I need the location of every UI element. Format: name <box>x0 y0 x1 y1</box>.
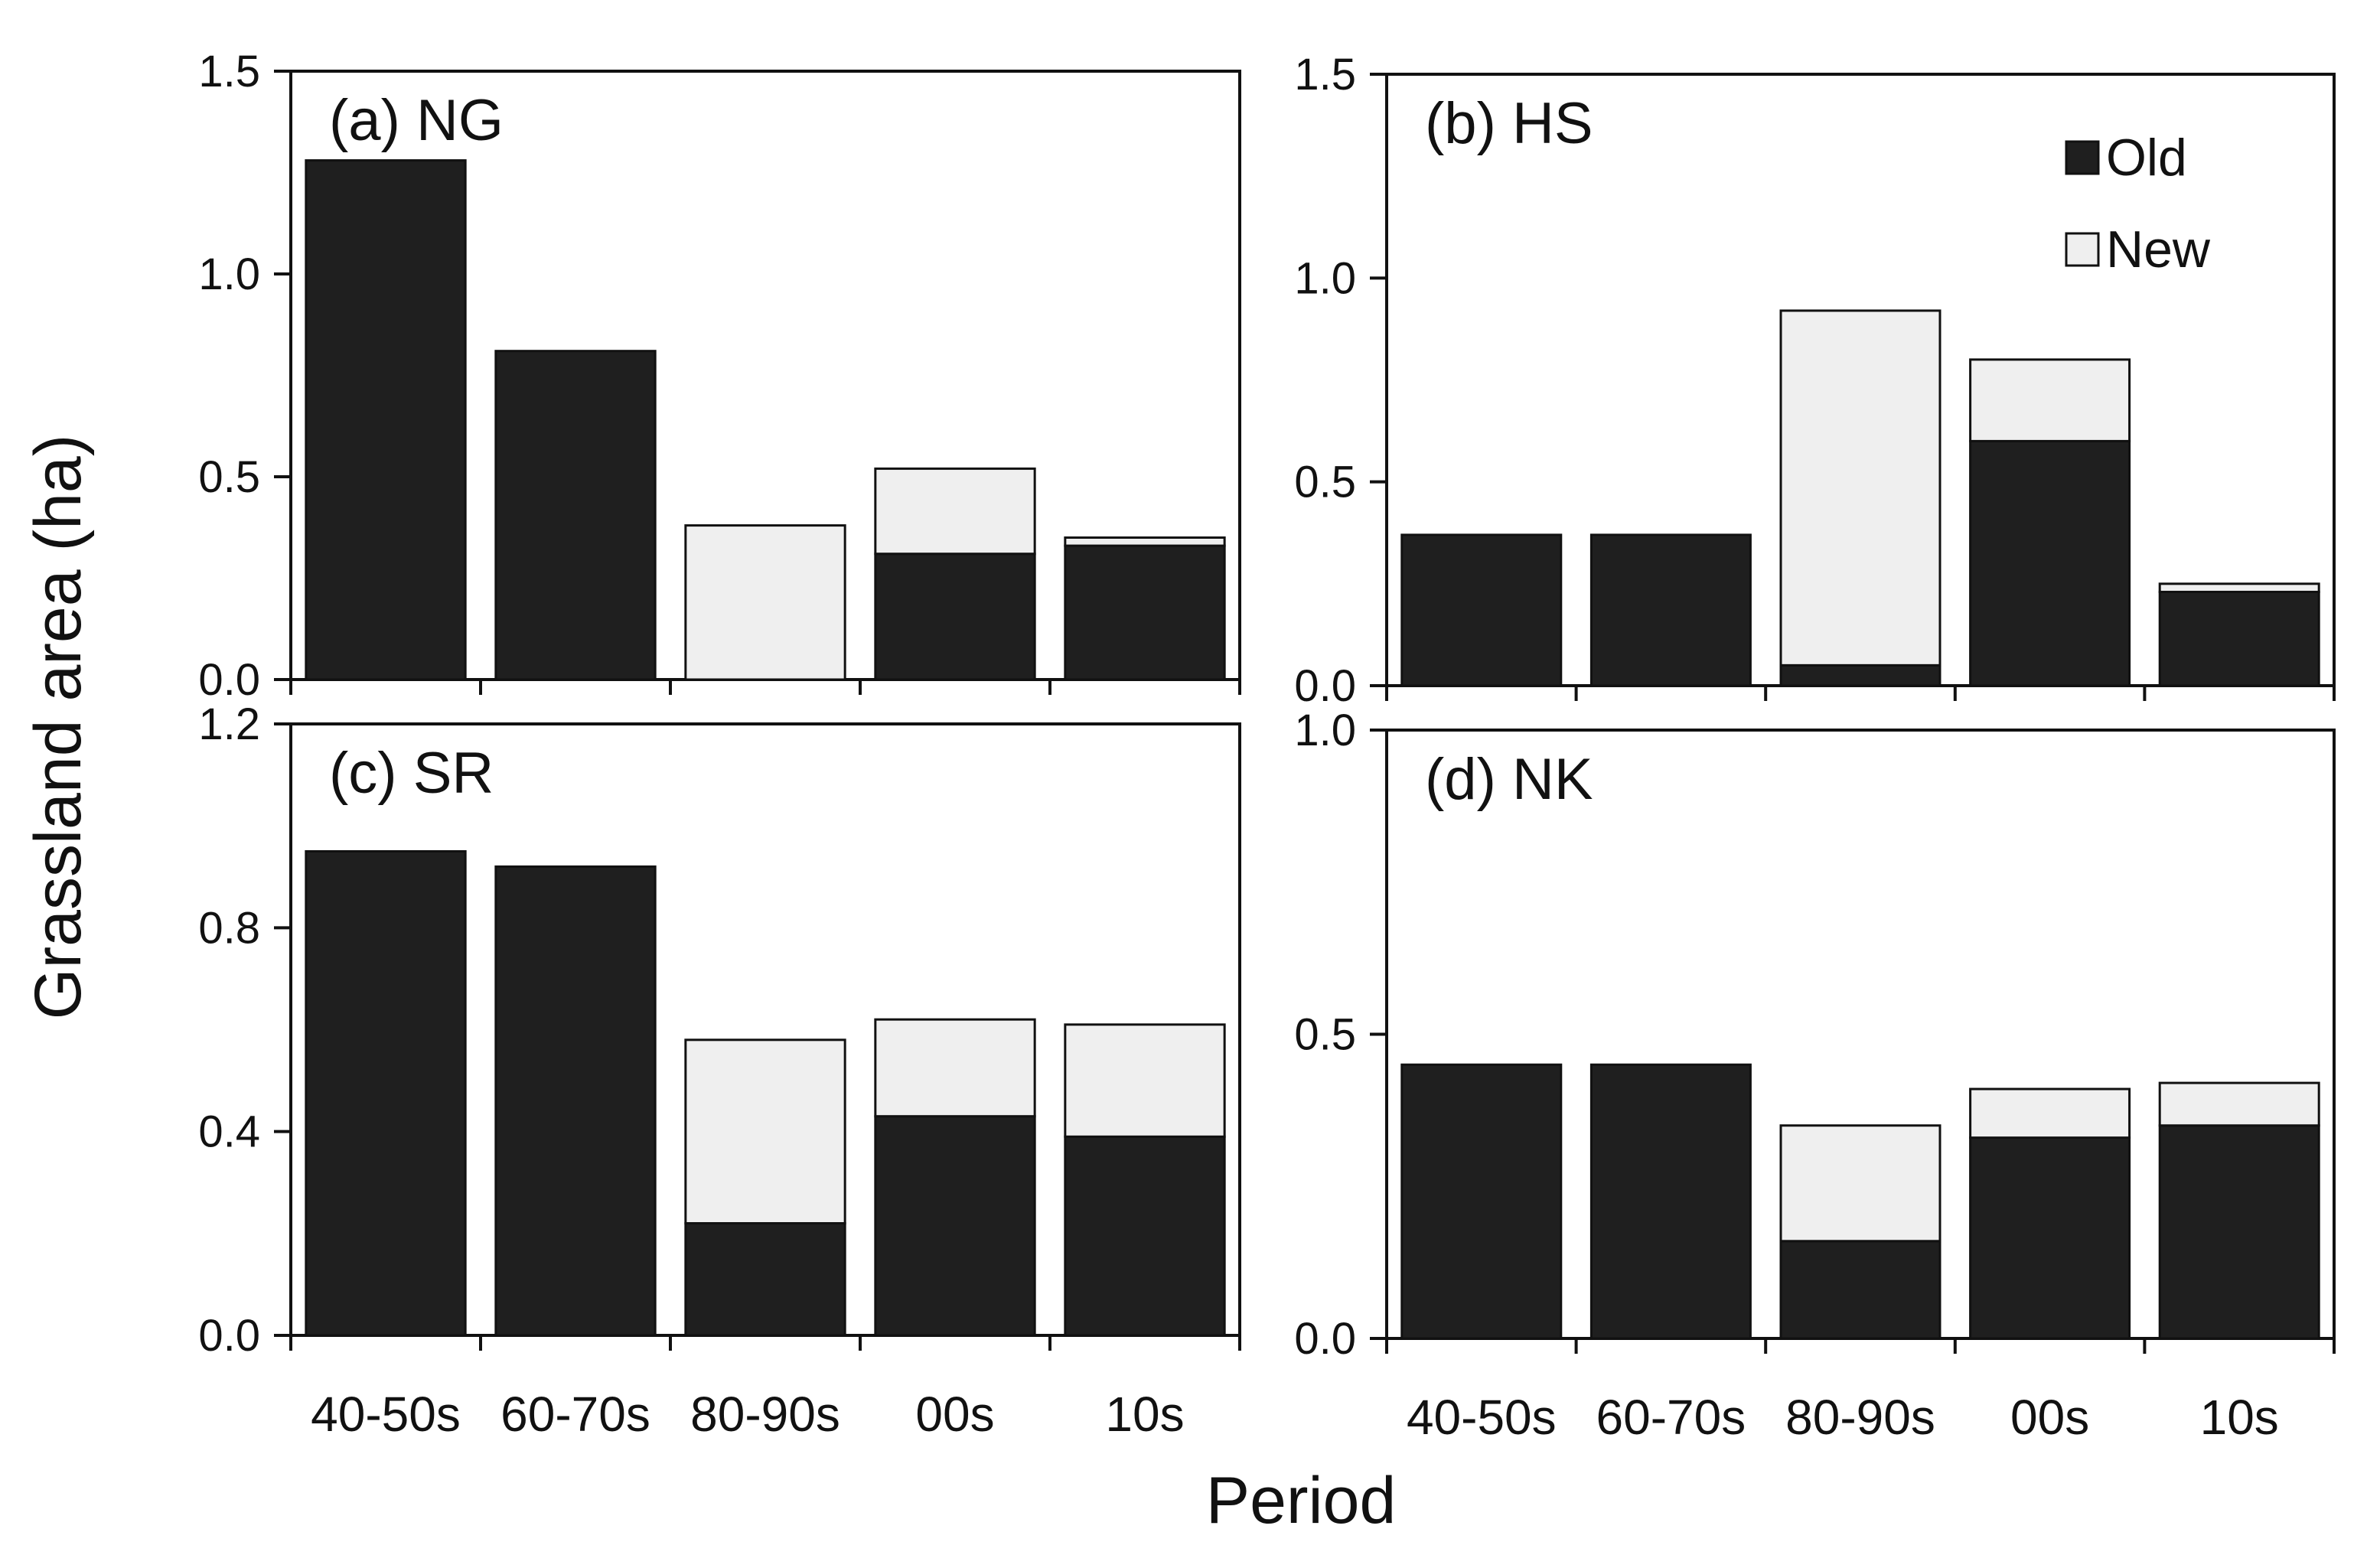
bar-new-80-90s <box>684 1038 846 1225</box>
legend-label: Old <box>2106 129 2187 187</box>
legend-swatch-new <box>2065 232 2100 267</box>
y-tick-label: 0.0 <box>1294 1314 1356 1364</box>
panel-label: (b) HS <box>1425 91 1593 156</box>
legend: Old New <box>2065 129 2211 279</box>
bar-new-80-90s <box>1779 1124 1941 1243</box>
y-tick-label: 1.5 <box>198 47 260 96</box>
y-tick-label: 0.0 <box>198 655 260 705</box>
panel-label: (c) SR <box>329 741 494 806</box>
bar-new-00s <box>1969 358 2131 442</box>
bar-old-40-50s <box>1400 533 1563 687</box>
y-tick-label: 0.8 <box>198 903 260 953</box>
bar-new-10s <box>1064 536 1226 547</box>
bar-old-40-50s <box>305 159 467 681</box>
x-tick-label: 40-50s <box>1407 1390 1557 1445</box>
y-tick-label: 0.0 <box>198 1311 260 1361</box>
y-tick-label: 0.0 <box>1294 661 1356 711</box>
bar-old-10s <box>1064 544 1226 681</box>
bar-old-00s <box>1969 439 2131 687</box>
panel-3: 0.0 0.4 0.8 1.2 40-50s 60-70s 80-90s 00s 10s (c) … <box>198 699 1241 1442</box>
panel-4: 0.0 0.5 1.0 40-50s 60-70s 80-90s 00s 10s (d) NK <box>1294 706 2336 1445</box>
bar-old-80-90s <box>684 1222 846 1337</box>
x-tick-label: 00s <box>915 1387 994 1442</box>
panel-label: (a) NG <box>329 88 504 153</box>
bar-old-10s <box>2158 1124 2320 1340</box>
legend-label: New <box>2106 220 2211 279</box>
y-tick-label: 1.0 <box>1294 253 1356 303</box>
bar-new-80-90s <box>684 524 846 681</box>
x-tick-label: 60-70s <box>1596 1390 1746 1445</box>
x-tick-label: 10s <box>1105 1387 1184 1442</box>
bar-old-10s <box>1064 1135 1226 1337</box>
bar-new-00s <box>1969 1087 2131 1139</box>
y-tick-label: 0.5 <box>1294 1010 1356 1060</box>
bar-old-80-90s <box>1779 663 1941 687</box>
bar-old-80-90s <box>1779 1240 1941 1340</box>
y-tick-label: 0.4 <box>198 1107 260 1157</box>
bar-new-10s <box>2158 1081 2320 1127</box>
y-tick-label: 1.0 <box>1294 706 1356 755</box>
bar-old-60-70s <box>494 350 657 681</box>
y-tick-label: 1.0 <box>198 249 260 299</box>
y-axis-title: Grassland area (ha) <box>21 435 95 1020</box>
x-tick-label: 80-90s <box>1785 1390 1935 1445</box>
bar-old-60-70s <box>1589 1063 1752 1340</box>
bar-old-10s <box>2158 590 2320 687</box>
panel-label: (d) NK <box>1425 747 1593 812</box>
x-axis-title: Period <box>1206 1464 1397 1537</box>
bar-old-00s <box>874 553 1036 681</box>
x-tick-label: 10s <box>2200 1390 2279 1445</box>
bar-new-10s <box>1064 1023 1226 1138</box>
bar-new-80-90s <box>1779 309 1941 667</box>
panel-2: 0.0 0.5 1.0 1.5 (b) HS Old New <box>1294 50 2336 711</box>
y-tick-label: 1.5 <box>1294 50 1356 99</box>
panel-1: 0.0 0.5 1.0 1.5 (a) NG <box>198 47 1241 705</box>
bar-new-10s <box>2158 582 2320 593</box>
bar-old-00s <box>874 1115 1036 1337</box>
y-tick-label: 1.2 <box>198 699 260 749</box>
bar-new-00s <box>874 467 1036 556</box>
x-tick-label: 00s <box>2010 1390 2089 1445</box>
x-tick-label: 60-70s <box>500 1387 650 1442</box>
bar-old-40-50s <box>1400 1063 1563 1340</box>
bar-old-60-70s <box>494 865 657 1337</box>
bar-old-60-70s <box>1589 533 1752 687</box>
bar-new-00s <box>874 1018 1036 1118</box>
y-tick-label: 0.5 <box>198 452 260 502</box>
bar-old-00s <box>1969 1136 2131 1340</box>
legend-swatch-old <box>2065 140 2100 175</box>
x-tick-label: 40-50s <box>311 1387 461 1442</box>
bar-old-40-50s <box>305 849 467 1337</box>
x-tick-label: 80-90s <box>690 1387 840 1442</box>
y-tick-label: 0.5 <box>1294 458 1356 507</box>
